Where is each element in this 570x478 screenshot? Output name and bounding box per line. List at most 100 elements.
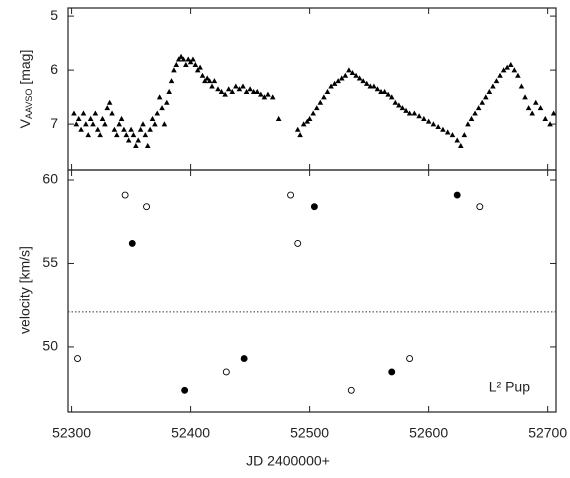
data-point <box>233 83 239 89</box>
y-label-sub: AAVSO <box>24 89 34 119</box>
data-point <box>197 64 203 70</box>
data-point <box>547 121 553 127</box>
y-tick-label: 6 <box>50 61 58 77</box>
data-point <box>294 126 301 132</box>
data-point <box>106 99 113 105</box>
data-point <box>183 61 189 67</box>
y-tick-label: 55 <box>42 254 58 270</box>
data-point <box>416 113 422 119</box>
data-point <box>396 102 402 108</box>
data-point <box>175 56 182 62</box>
data-point <box>142 132 149 138</box>
data-point <box>324 88 331 94</box>
y-tick-label: 60 <box>42 171 58 187</box>
data-point <box>388 94 395 100</box>
data-point <box>190 56 196 62</box>
data-point <box>338 75 345 81</box>
data-point <box>250 88 257 94</box>
data-point <box>328 83 334 89</box>
data-point <box>247 86 253 92</box>
data-point <box>178 53 184 59</box>
data-point <box>92 110 99 116</box>
data-point <box>550 110 557 116</box>
data-point <box>542 115 549 121</box>
data-point <box>168 78 175 84</box>
data-point <box>143 203 151 211</box>
data-point <box>378 88 384 94</box>
data-point <box>430 121 437 127</box>
data-point <box>507 61 514 67</box>
data-point <box>85 132 92 138</box>
data-point <box>209 83 215 89</box>
data-point <box>392 99 399 105</box>
data-point <box>453 191 461 199</box>
data-point <box>116 121 122 127</box>
data-point <box>90 121 96 127</box>
data-point <box>360 78 366 84</box>
data-point <box>490 83 496 89</box>
data-point <box>166 88 172 94</box>
y-tick-label: 7 <box>50 115 58 131</box>
data-point <box>171 67 177 73</box>
data-point <box>482 94 489 100</box>
data-point <box>321 94 327 100</box>
data-point <box>468 115 475 121</box>
data-point <box>269 94 276 100</box>
data-point <box>342 72 349 78</box>
data-point <box>123 132 130 138</box>
data-point <box>297 132 303 138</box>
data-point <box>97 132 103 138</box>
data-point <box>236 86 243 92</box>
data-point <box>194 67 201 73</box>
data-point <box>385 91 391 97</box>
data-point <box>294 239 302 247</box>
data-point <box>135 137 142 143</box>
data-point <box>128 126 134 132</box>
x-tick-label: 52400 <box>171 425 210 441</box>
data-point <box>500 67 507 73</box>
data-point <box>73 121 80 127</box>
data-point <box>511 67 518 73</box>
data-point <box>222 91 228 97</box>
data-point <box>399 105 406 111</box>
data-point <box>406 355 414 363</box>
data-point <box>363 80 370 86</box>
data-point <box>425 118 432 124</box>
data-point <box>367 83 374 89</box>
data-point <box>111 126 118 132</box>
data-point <box>497 72 503 78</box>
data-point <box>152 121 158 127</box>
data-point <box>133 142 139 148</box>
data-point <box>180 56 187 62</box>
data-point <box>261 94 268 100</box>
data-point <box>78 126 84 132</box>
data-point <box>187 59 194 65</box>
data-point <box>331 80 338 86</box>
data-point <box>449 132 456 138</box>
data-point <box>435 124 441 130</box>
plot-frame <box>67 7 557 171</box>
data-point <box>381 88 388 94</box>
data-point <box>304 118 311 124</box>
data-point <box>529 110 535 116</box>
data-point <box>99 115 106 121</box>
data-point <box>258 91 264 97</box>
data-point <box>222 368 230 376</box>
data-point <box>128 239 136 247</box>
data-point <box>121 191 129 199</box>
data-point <box>515 72 521 78</box>
y-axis-label: VAAVSO [mag] <box>17 50 35 129</box>
y-label-main: V <box>17 118 33 128</box>
x-tick-label: 52600 <box>409 425 448 441</box>
data-point <box>173 61 180 67</box>
data-point <box>206 78 213 84</box>
data-point <box>147 126 153 132</box>
data-point <box>254 88 261 94</box>
data-point <box>163 99 170 105</box>
data-point <box>102 121 108 127</box>
data-point <box>403 107 409 113</box>
data-point <box>202 78 208 84</box>
data-point <box>347 386 355 394</box>
data-point <box>215 86 221 92</box>
